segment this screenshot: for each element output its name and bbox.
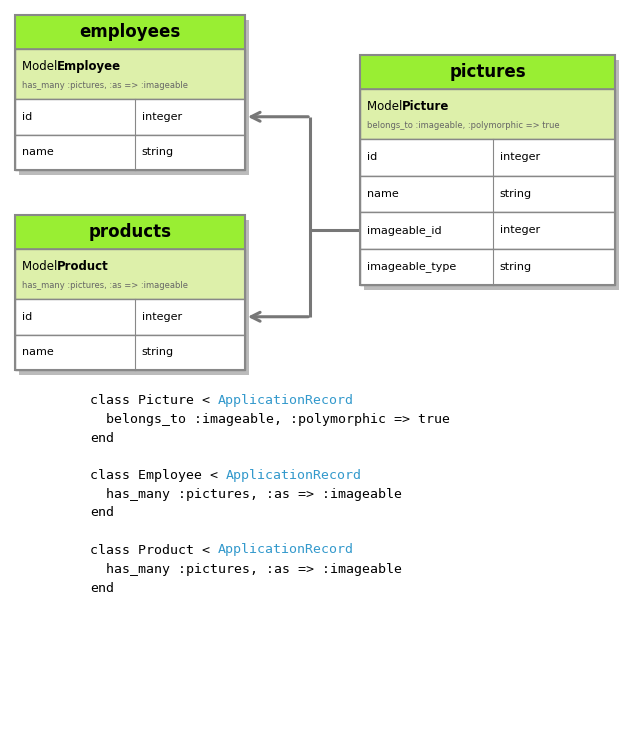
Text: name: name [367, 189, 399, 199]
Text: integer: integer [499, 225, 540, 235]
Text: Model:: Model: [22, 60, 65, 73]
Bar [15, 99, 245, 134]
Bar [360, 89, 615, 139]
Bar [360, 55, 615, 89]
Text: imageable_type: imageable_type [367, 261, 456, 272]
Text: Picture: Picture [402, 100, 449, 113]
Bar [15, 134, 245, 170]
Text: has_many :pictures, :as => :imageable: has_many :pictures, :as => :imageable [90, 488, 402, 501]
Bar [15, 15, 245, 170]
Text: class Picture <: class Picture < [90, 394, 218, 407]
Text: has_many :pictures, :as => :imageable: has_many :pictures, :as => :imageable [22, 281, 188, 289]
Text: class Product <: class Product < [90, 544, 218, 556]
Text: Model:: Model: [22, 260, 65, 273]
Bar [15, 215, 245, 249]
Bar [15, 335, 245, 370]
Text: employees: employees [79, 23, 181, 41]
Bar [360, 176, 615, 212]
Text: id: id [22, 312, 32, 321]
Bar [15, 299, 245, 335]
Text: belongs_to :imageable, :polymorphic => true: belongs_to :imageable, :polymorphic => t… [367, 120, 560, 130]
Text: ApplicationRecord: ApplicationRecord [226, 469, 362, 481]
Text: has_many :pictures, :as => :imageable: has_many :pictures, :as => :imageable [90, 563, 402, 575]
Text: end: end [90, 432, 114, 445]
Text: string: string [499, 189, 532, 199]
Text: pictures: pictures [449, 63, 526, 81]
Text: string: string [499, 262, 532, 272]
Text: integer: integer [142, 112, 182, 122]
Text: id: id [22, 112, 32, 122]
Text: integer: integer [499, 152, 540, 163]
Text: name: name [22, 147, 54, 157]
Bar [360, 55, 615, 285]
Text: Employee: Employee [57, 60, 121, 73]
Text: name: name [22, 347, 54, 357]
Bar [364, 60, 619, 290]
Text: ApplicationRecord: ApplicationRecord [218, 394, 354, 407]
Bar [19, 220, 249, 375]
Bar [15, 49, 245, 99]
Bar [15, 215, 245, 370]
Text: has_many :pictures, :as => :imageable: has_many :pictures, :as => :imageable [22, 80, 188, 90]
Bar [15, 15, 245, 49]
Bar [15, 249, 245, 299]
Text: imageable_id: imageable_id [367, 225, 442, 235]
Text: class Employee <: class Employee < [90, 469, 226, 481]
Text: string: string [142, 347, 174, 357]
Text: id: id [367, 152, 378, 163]
Text: Product: Product [57, 260, 109, 273]
Text: string: string [142, 147, 174, 157]
Text: products: products [88, 223, 172, 241]
Bar [360, 249, 615, 285]
Text: end: end [90, 582, 114, 595]
Bar [19, 20, 249, 175]
Text: end: end [90, 507, 114, 520]
Text: ApplicationRecord: ApplicationRecord [218, 544, 354, 556]
Bar [360, 139, 615, 176]
Text: belongs_to :imageable, :polymorphic => true: belongs_to :imageable, :polymorphic => t… [90, 413, 450, 426]
Bar [360, 212, 615, 249]
Text: integer: integer [142, 312, 182, 321]
Text: Model:: Model: [367, 100, 410, 113]
